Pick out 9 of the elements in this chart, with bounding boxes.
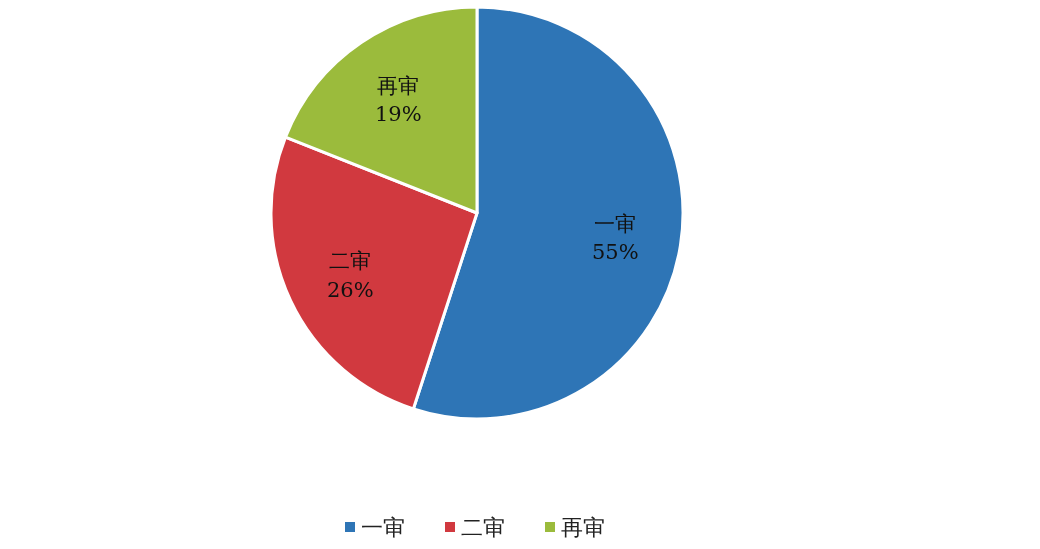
data-label: 26% (326, 277, 374, 302)
slice-label: 二审 (329, 249, 372, 274)
slice-label: 一审 (594, 211, 637, 236)
legend-label: 再审 (561, 514, 605, 540)
data-label: 19% (374, 102, 422, 127)
legend-label: 一审 (361, 514, 405, 540)
legend-label: 二审 (461, 514, 505, 540)
data-label: 55% (592, 240, 639, 265)
slice-label: 再审 (377, 73, 420, 98)
